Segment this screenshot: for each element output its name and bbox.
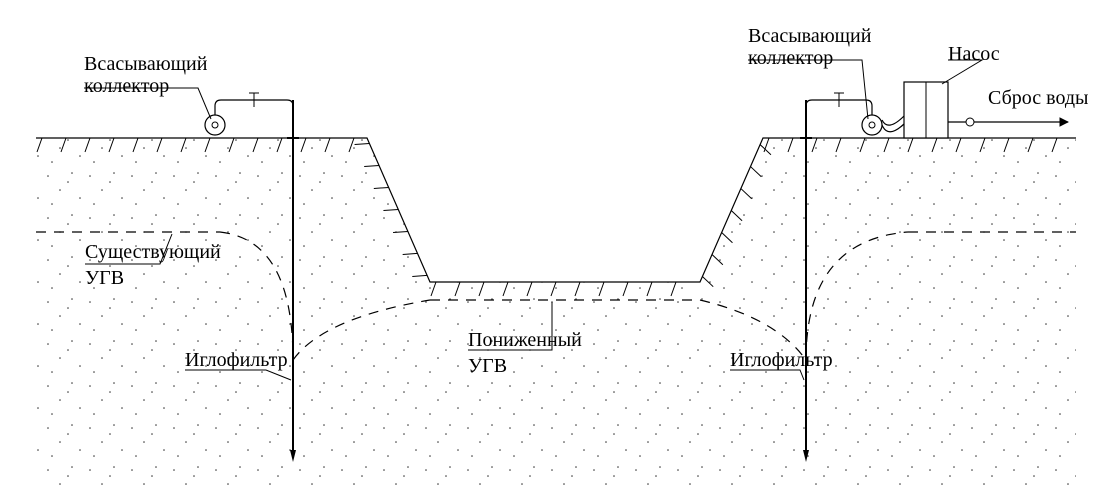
suction-hose [882, 124, 904, 132]
label-existing_wl_2: УГВ [85, 267, 124, 289]
label-discharge: Сброс воды [988, 87, 1088, 109]
collector-right [862, 115, 882, 135]
label-collector_left_2: коллектор [84, 75, 169, 97]
label-existing_wl_1: Существующий [85, 241, 221, 263]
label-collector_right_1: Всасывающий [748, 25, 872, 47]
label-collector_right_2: коллектор [748, 47, 833, 69]
label-pump: Насос [948, 43, 1000, 65]
label-needle_filter_right: Иглофильтр [730, 349, 833, 371]
label-collector_left_1: Всасывающий [84, 53, 208, 75]
soil-region [36, 138, 1076, 490]
label-lowered_wl_2: УГВ [468, 355, 507, 377]
label-needle_filter_left: Иглофильтр [185, 349, 288, 371]
label-lowered_wl_1: Пониженный [468, 329, 582, 351]
collector-left [205, 115, 225, 135]
